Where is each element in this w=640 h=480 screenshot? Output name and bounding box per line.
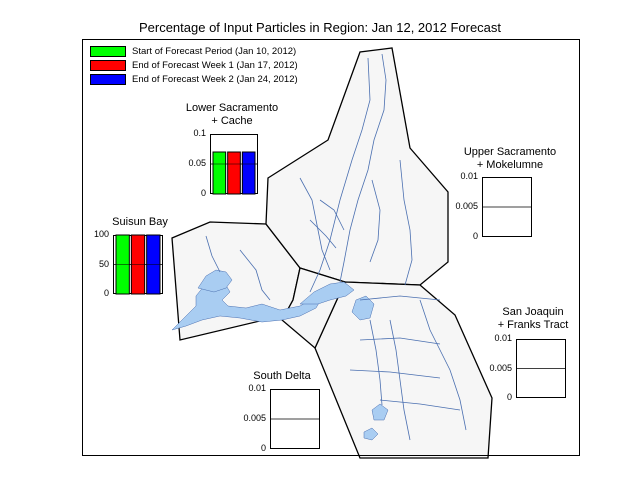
minichart-tick-label: 50 [98, 258, 109, 269]
legend-item-week2: End of Forecast Week 2 (Jan 24, 2012) [90, 72, 298, 86]
deep-water-ship-channel [309, 57, 371, 293]
cache-slough-channel [319, 199, 345, 231]
mokelumne-channel [399, 159, 413, 286]
minichart-suisun-bay: 100 50 0 [94, 229, 163, 298]
minichart-tick-label: 0.005 [489, 362, 512, 373]
sacramento-river-water [299, 281, 355, 305]
region-label-line: Upper Sacramento [463, 146, 557, 158]
minichart-san-joaquin: 0.01 0.005 0 [489, 333, 566, 402]
san-joaquin-channel [419, 299, 467, 431]
minichart-tick-label: 0.005 [455, 201, 478, 211]
minichart-svg [113, 234, 163, 295]
map-frame [82, 39, 580, 456]
minichart-tick-label: 0 [200, 188, 206, 198]
middle-river-channel [389, 319, 411, 441]
legend-label-week2: End of Forecast Week 2 (Jan 24, 2012) [132, 73, 298, 85]
minichart-tick-label: 0 [506, 392, 512, 402]
legend-swatch-start [90, 45, 126, 57]
bar-start [212, 151, 227, 195]
franks-tract-water [351, 295, 375, 321]
minichart-tick-label: 0.01 [494, 333, 512, 343]
minichart-tick-label: 0.01 [460, 171, 478, 181]
minichart-svg [270, 389, 320, 449]
montezuma-slough-channel [239, 249, 271, 301]
region-label-south-delta: South Delta [242, 370, 322, 383]
minichart-tick-label: 0 [472, 231, 478, 241]
minichart-lower-sacramento: 0.1 0.05 0 [188, 128, 258, 198]
region-label-suisun-bay: Suisun Bay [100, 216, 180, 229]
legend-swatch-week1 [90, 59, 126, 71]
legend-label-week1: End of Forecast Week 1 (Jan 17, 2012) [132, 59, 298, 71]
sacramento-river-channel [339, 53, 387, 283]
region-label-line: + Cache [211, 115, 253, 127]
cross-channel-3 [379, 399, 461, 411]
legend-item-start: Start of Forecast Period (Jan 10, 2012) [90, 44, 298, 58]
region-label-upper-sacramento: Upper Sacramento + Mokelumne [448, 146, 572, 172]
minichart-upper-sacramento: 0.01 0.005 0 [455, 171, 532, 241]
clifton-court-water [371, 403, 389, 421]
region-label-line: San Joaquin [502, 306, 564, 318]
minichart-tick-label: 100 [93, 229, 109, 239]
legend-item-week1: End of Forecast Week 1 (Jan 17, 2012) [90, 58, 298, 72]
region-label-line: + Franks Tract [497, 319, 569, 331]
region-label-san-joaquin: San Joaquin + Franks Tract [486, 306, 580, 332]
suisun-slough-channel [205, 235, 221, 273]
minichart-tick-label: 0.05 [188, 158, 206, 168]
channel-network [205, 53, 467, 441]
legend: Start of Forecast Period (Jan 10, 2012) … [90, 44, 298, 86]
bar-week2 [241, 151, 256, 195]
old-river-channel [369, 319, 383, 406]
minichart-tick-label: 0 [260, 443, 266, 453]
minichart-svg [210, 134, 258, 195]
legend-swatch-week2 [90, 73, 126, 85]
region-label-line: South Delta [253, 370, 311, 382]
grizzly-bay-water [197, 269, 233, 293]
chart-title: Percentage of Input Particles in Region:… [138, 20, 502, 35]
yolo-bypass-channel [299, 177, 331, 271]
steamboat-slough-channel [369, 179, 381, 263]
region-lower-sacramento [265, 47, 449, 286]
region-label-line: + Mokelumne [476, 159, 544, 171]
bar-week1 [227, 151, 241, 195]
legend-label-start: Start of Forecast Period (Jan 10, 2012) [132, 45, 297, 57]
minichart-svg [516, 339, 566, 398]
minichart-tick-label: 0 [103, 288, 109, 298]
cross-channel-1 [359, 337, 441, 345]
cross-channel-4 [359, 295, 441, 301]
region-label-lower-sacramento: Lower Sacramento + Cache [172, 102, 292, 128]
region-label-line: Suisun Bay [112, 216, 168, 228]
cross-channel-2 [349, 369, 441, 379]
lindsey-slough-channel [309, 219, 337, 249]
mildred-water [363, 427, 379, 441]
minichart-tick-label: 0.005 [243, 413, 266, 423]
water-bodies [171, 269, 389, 441]
minichart-south-delta: 0.01 0.005 0 [243, 383, 320, 453]
minichart-tick-label: 0.01 [248, 383, 266, 393]
region-label-line: Lower Sacramento [185, 102, 279, 114]
minichart-svg [482, 177, 532, 237]
minichart-tick-label: 0.1 [193, 128, 206, 138]
